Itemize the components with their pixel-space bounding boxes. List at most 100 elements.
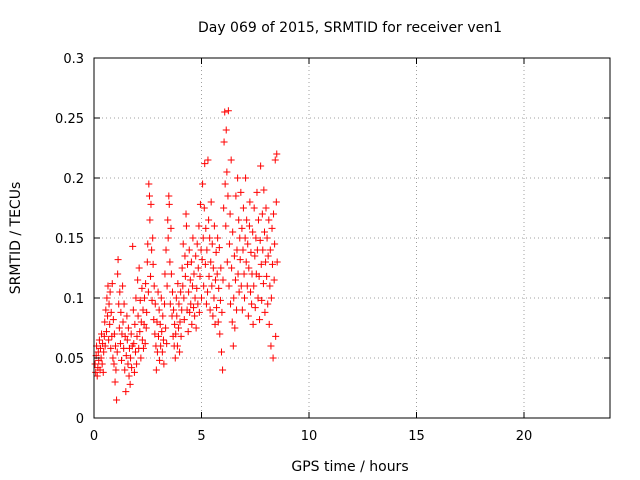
data-point — [176, 348, 184, 356]
data-point — [211, 276, 219, 284]
data-point — [127, 354, 135, 362]
data-point — [158, 348, 166, 356]
data-point — [230, 252, 238, 260]
data-point — [259, 246, 267, 254]
data-point — [271, 240, 279, 248]
data-point — [245, 222, 253, 230]
data-point — [157, 342, 165, 350]
data-point — [208, 240, 216, 248]
data-point — [159, 312, 167, 320]
data-point — [179, 240, 187, 248]
data-point — [165, 200, 173, 208]
data-point — [261, 308, 269, 316]
data-point — [214, 234, 222, 242]
data-point — [206, 306, 214, 314]
data-point — [104, 282, 112, 290]
data-point — [209, 264, 217, 272]
data-point — [214, 318, 222, 326]
data-point — [147, 272, 155, 280]
data-point — [114, 270, 122, 278]
data-point — [225, 282, 233, 290]
data-point — [266, 282, 274, 290]
data-point — [120, 300, 128, 308]
data-point — [194, 264, 202, 272]
data-point — [200, 204, 208, 212]
data-point — [260, 186, 268, 194]
data-point — [270, 276, 278, 284]
data-point — [123, 312, 131, 320]
data-point — [114, 256, 122, 264]
y-tick-label: 0.05 — [55, 352, 84, 367]
data-point — [124, 360, 132, 368]
data-point — [101, 342, 109, 350]
data-point — [265, 320, 273, 328]
data-point — [190, 270, 198, 278]
data-point — [256, 236, 264, 244]
data-point — [226, 210, 234, 218]
data-point — [205, 272, 213, 280]
x-tick-labels: 0 5 10 15 20 — [90, 429, 532, 444]
data-point — [187, 258, 195, 266]
data-point — [108, 280, 116, 288]
data-point — [154, 288, 162, 296]
data-point — [113, 396, 121, 404]
data-point — [187, 300, 195, 308]
data-point — [250, 204, 258, 212]
data-point — [265, 216, 273, 224]
data-point — [207, 258, 215, 266]
data-point — [220, 204, 228, 212]
data-point — [139, 306, 147, 314]
data-point — [177, 288, 185, 296]
data-point — [150, 282, 158, 290]
data-point — [180, 294, 188, 302]
data-point — [235, 288, 243, 296]
data-point — [216, 330, 224, 338]
data-point — [95, 336, 103, 344]
data-point — [267, 342, 275, 350]
data-point — [210, 294, 218, 302]
data-point — [255, 272, 263, 280]
data-point — [188, 282, 196, 290]
data-point — [238, 224, 246, 232]
data-point — [201, 160, 209, 168]
data-point — [109, 354, 117, 362]
data-point — [123, 336, 131, 344]
data-point — [192, 324, 200, 332]
data-point — [122, 388, 130, 396]
data-point — [143, 308, 151, 316]
data-point — [272, 332, 280, 340]
data-point — [184, 328, 192, 336]
data-point — [105, 300, 113, 308]
data-point — [205, 216, 213, 224]
data-point — [100, 332, 108, 340]
data-point — [196, 200, 204, 208]
data-point — [99, 368, 107, 376]
data-point — [238, 306, 246, 314]
data-point — [157, 294, 165, 302]
data-point — [213, 304, 221, 312]
data-point — [152, 366, 160, 374]
data-point — [263, 272, 271, 280]
data-point — [191, 294, 199, 302]
data-point — [245, 264, 253, 272]
data-point — [240, 270, 248, 278]
data-point — [139, 344, 147, 352]
data-point — [141, 294, 149, 302]
data-point — [106, 320, 114, 328]
data-point — [195, 308, 203, 316]
data-point — [263, 234, 271, 242]
data-point — [116, 288, 124, 296]
data-point — [258, 296, 266, 304]
data-point — [171, 320, 179, 328]
data-point — [167, 270, 175, 278]
data-point — [172, 294, 180, 302]
data-point — [215, 244, 223, 252]
data-point — [224, 192, 232, 200]
y-tick-label: 0.15 — [55, 232, 84, 247]
data-point — [102, 306, 110, 314]
data-point — [199, 234, 207, 242]
y-tick-labels: 0 0.05 0.1 0.15 0.2 0.25 0.3 — [55, 52, 84, 427]
data-point — [161, 270, 169, 278]
data-point — [227, 300, 235, 308]
data-point — [249, 320, 257, 328]
